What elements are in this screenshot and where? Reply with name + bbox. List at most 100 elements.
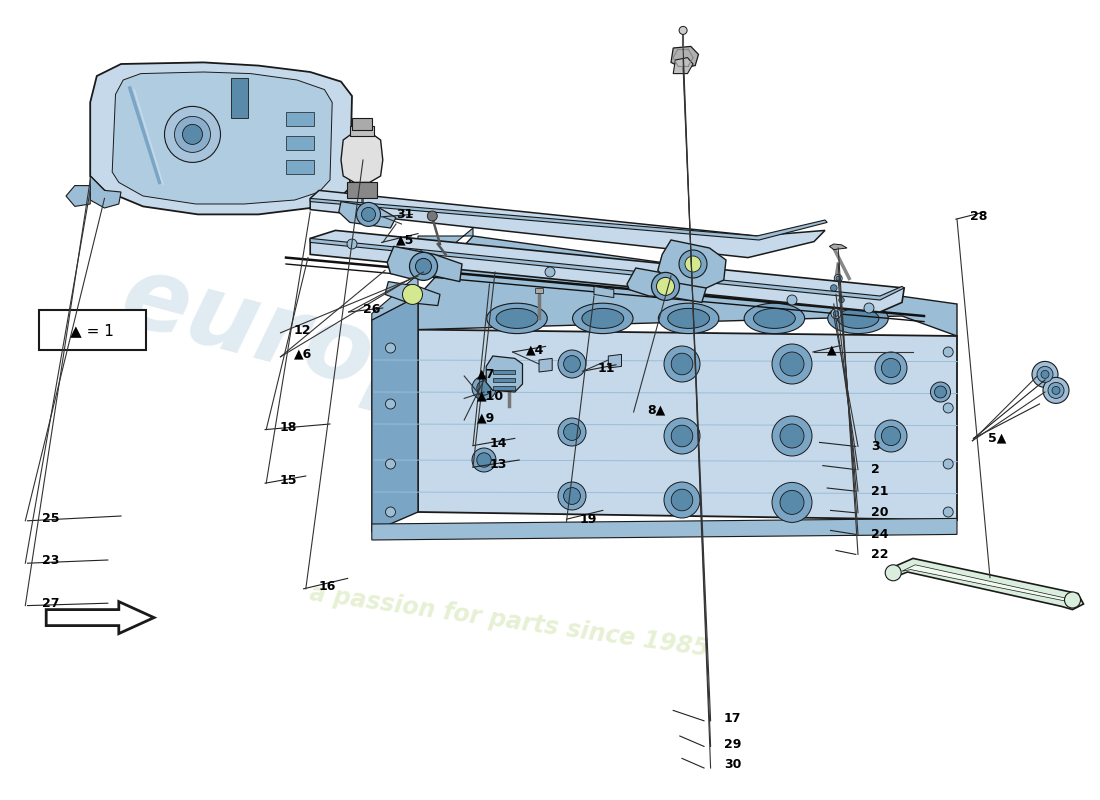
Text: 16: 16 [319,580,337,593]
Text: ▲6: ▲6 [294,348,312,361]
Circle shape [558,418,586,446]
Polygon shape [505,372,514,378]
Circle shape [834,311,838,316]
Text: ▲ = 1: ▲ = 1 [70,323,114,338]
Text: 24: 24 [871,528,889,541]
Circle shape [830,285,837,291]
Polygon shape [310,230,904,312]
Text: 21: 21 [871,485,889,498]
Circle shape [476,381,492,395]
Polygon shape [372,228,473,320]
Ellipse shape [486,303,548,334]
Circle shape [385,459,396,469]
Text: 25: 25 [42,512,59,525]
Circle shape [676,283,688,293]
Polygon shape [372,518,957,540]
Text: ▲10: ▲10 [477,390,505,402]
Circle shape [786,295,798,305]
Circle shape [679,26,688,34]
Text: 15: 15 [279,474,297,487]
Polygon shape [231,78,248,118]
Circle shape [651,272,680,301]
Circle shape [1032,362,1058,387]
Circle shape [416,258,431,274]
Circle shape [664,418,700,454]
Polygon shape [310,238,904,300]
Text: 23: 23 [42,554,59,567]
Text: 31: 31 [396,208,414,221]
Circle shape [671,489,693,511]
Text: 17: 17 [724,712,741,725]
Polygon shape [46,602,154,634]
Polygon shape [339,202,396,228]
Text: 12: 12 [294,324,311,337]
Ellipse shape [658,303,719,334]
Circle shape [385,507,396,517]
Circle shape [558,350,586,378]
Circle shape [780,352,804,376]
Circle shape [836,276,840,281]
Text: 29: 29 [724,738,741,750]
Ellipse shape [744,303,804,334]
Circle shape [1048,382,1064,398]
Text: 2: 2 [871,463,880,476]
Circle shape [385,343,396,353]
Circle shape [409,253,438,281]
Text: 28: 28 [970,210,988,223]
Text: ▲5: ▲5 [396,234,415,246]
Circle shape [838,298,845,302]
Circle shape [874,352,907,384]
Circle shape [772,344,812,384]
Polygon shape [535,288,543,293]
Text: 13: 13 [490,458,507,471]
Circle shape [772,482,812,522]
Polygon shape [891,558,1084,610]
Polygon shape [902,565,1068,602]
Circle shape [943,507,954,517]
Circle shape [943,459,954,469]
Circle shape [772,416,812,456]
Text: 30: 30 [724,758,741,771]
Polygon shape [539,358,552,372]
Circle shape [476,453,492,467]
Circle shape [679,250,707,278]
Ellipse shape [827,303,889,334]
Circle shape [935,386,946,398]
Polygon shape [493,386,515,390]
Polygon shape [112,72,332,204]
Circle shape [664,482,700,518]
Polygon shape [341,132,383,182]
Polygon shape [673,58,693,74]
Circle shape [362,207,375,222]
Ellipse shape [496,309,538,328]
Text: 19: 19 [580,513,597,526]
Circle shape [1041,370,1049,378]
Text: 11: 11 [597,362,615,375]
Text: ▲7: ▲7 [477,367,496,380]
Polygon shape [658,240,726,288]
Polygon shape [310,198,827,240]
Text: 20: 20 [871,506,889,519]
Circle shape [175,116,210,152]
Circle shape [403,284,422,304]
Circle shape [1043,378,1069,403]
Polygon shape [594,286,614,298]
Circle shape [664,346,700,382]
Circle shape [834,274,843,282]
Polygon shape [346,182,377,198]
Polygon shape [608,354,622,368]
Circle shape [931,382,950,402]
Ellipse shape [573,303,634,334]
Ellipse shape [837,309,879,328]
Circle shape [830,309,842,318]
Circle shape [881,358,901,378]
Text: 18: 18 [279,421,297,434]
Text: 5▲: 5▲ [988,432,1007,445]
Circle shape [671,426,693,446]
Text: 27: 27 [42,597,59,610]
Polygon shape [627,268,706,302]
Circle shape [1037,366,1053,382]
Polygon shape [418,236,957,336]
Text: 14: 14 [490,437,507,450]
Ellipse shape [754,309,795,328]
